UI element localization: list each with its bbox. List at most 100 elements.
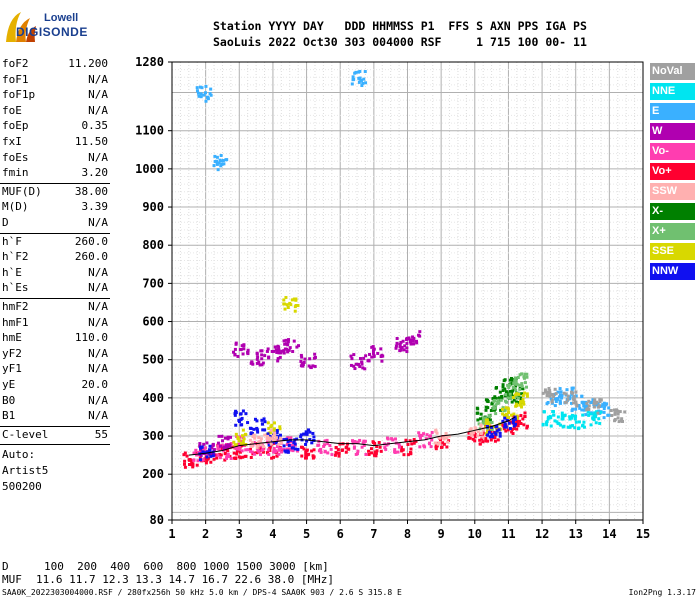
- echo-point: [408, 338, 412, 342]
- echo-point: [478, 417, 482, 421]
- echo-point: [238, 348, 242, 352]
- echo-point: [568, 425, 572, 429]
- y-tick-label: 500: [142, 353, 164, 367]
- echo-point: [290, 298, 294, 302]
- x-tick-label: 2: [202, 527, 209, 541]
- echo-point: [401, 448, 405, 452]
- echo-point: [570, 413, 574, 417]
- echo-point: [616, 409, 620, 413]
- echo-point: [558, 387, 562, 391]
- echo-point: [394, 437, 398, 441]
- echo-point: [599, 410, 603, 414]
- echo-point: [248, 449, 252, 453]
- echo-point: [334, 451, 338, 455]
- echo-point: [560, 414, 564, 418]
- echo-point: [379, 347, 383, 351]
- echo-point: [570, 416, 574, 420]
- echo-point: [185, 454, 189, 458]
- echo-point: [255, 352, 259, 356]
- echo-point: [283, 342, 287, 346]
- echo-point: [202, 447, 206, 451]
- echo-point: [208, 444, 212, 448]
- echo-point: [498, 431, 502, 435]
- echo-point: [278, 433, 282, 437]
- echo-point: [246, 350, 250, 354]
- echo-point: [306, 428, 310, 432]
- echo-point: [467, 431, 471, 435]
- echo-point: [370, 451, 374, 455]
- echo-point: [509, 420, 513, 424]
- echo-point: [200, 86, 204, 90]
- echo-point: [282, 298, 286, 302]
- echo-point: [410, 442, 414, 446]
- echo-point: [364, 354, 368, 358]
- param-value: N/A: [88, 362, 108, 376]
- echo-point: [384, 447, 388, 451]
- echo-point: [548, 394, 552, 398]
- echo-point: [265, 451, 269, 455]
- legend-item: NNW: [650, 263, 695, 280]
- echo-point: [574, 420, 578, 424]
- echo-point: [277, 452, 281, 456]
- echo-point: [312, 448, 316, 452]
- param-value: N/A: [88, 315, 108, 329]
- echo-point: [302, 447, 306, 451]
- param-row: fmin 3.20: [2, 166, 108, 182]
- echo-point: [596, 411, 600, 415]
- echo-point: [398, 349, 402, 353]
- echo-point: [412, 336, 416, 340]
- echo-point: [401, 339, 405, 343]
- echo-point: [200, 458, 204, 462]
- echo-point: [595, 400, 599, 404]
- echo-point: [266, 347, 270, 351]
- echo-point: [478, 442, 482, 446]
- echo-point: [613, 412, 617, 416]
- echo-point: [587, 399, 591, 403]
- echo-point: [580, 408, 584, 412]
- echo-point: [553, 397, 557, 401]
- echo-point: [521, 417, 525, 421]
- echo-point: [395, 336, 399, 340]
- param-value: 3.20: [81, 166, 109, 180]
- echo-point: [195, 463, 199, 467]
- echo-point: [279, 447, 283, 451]
- echo-point: [287, 338, 291, 342]
- echo-point: [189, 459, 193, 463]
- echo-point: [223, 458, 227, 462]
- y-tick-label: 600: [142, 315, 164, 329]
- echo-point: [337, 454, 341, 458]
- echo-point: [223, 446, 227, 450]
- echo-point: [367, 449, 371, 453]
- echo-point: [249, 455, 253, 459]
- echo-point: [487, 416, 491, 420]
- echo-point: [552, 413, 556, 417]
- echo-point: [305, 448, 309, 452]
- echo-point: [199, 454, 203, 458]
- echo-point: [282, 349, 286, 353]
- echo-point: [594, 412, 598, 416]
- echo-point: [248, 438, 252, 442]
- echo-point: [222, 447, 226, 451]
- echo-point: [292, 440, 296, 444]
- echo-point: [187, 463, 191, 467]
- echo-point: [293, 447, 297, 451]
- echo-point: [503, 425, 507, 429]
- echo-point: [364, 81, 368, 85]
- param-row: hmF1 N/A: [2, 316, 108, 332]
- echo-point: [210, 446, 214, 450]
- echo-point: [521, 400, 525, 404]
- x-tick-label: 12: [535, 527, 549, 541]
- param-value: N/A: [88, 346, 108, 360]
- echo-point: [436, 442, 440, 446]
- echo-point: [548, 391, 552, 395]
- param-row: foE N/A: [2, 104, 108, 120]
- echo-point: [227, 443, 231, 447]
- y-tick-label: 900: [142, 200, 164, 214]
- echo-point: [511, 389, 515, 393]
- echo-point: [263, 433, 267, 437]
- echo-point: [563, 413, 567, 417]
- echo-point: [499, 408, 503, 412]
- echo-point: [311, 456, 315, 460]
- echo-point: [279, 441, 283, 445]
- echo-point: [571, 407, 575, 411]
